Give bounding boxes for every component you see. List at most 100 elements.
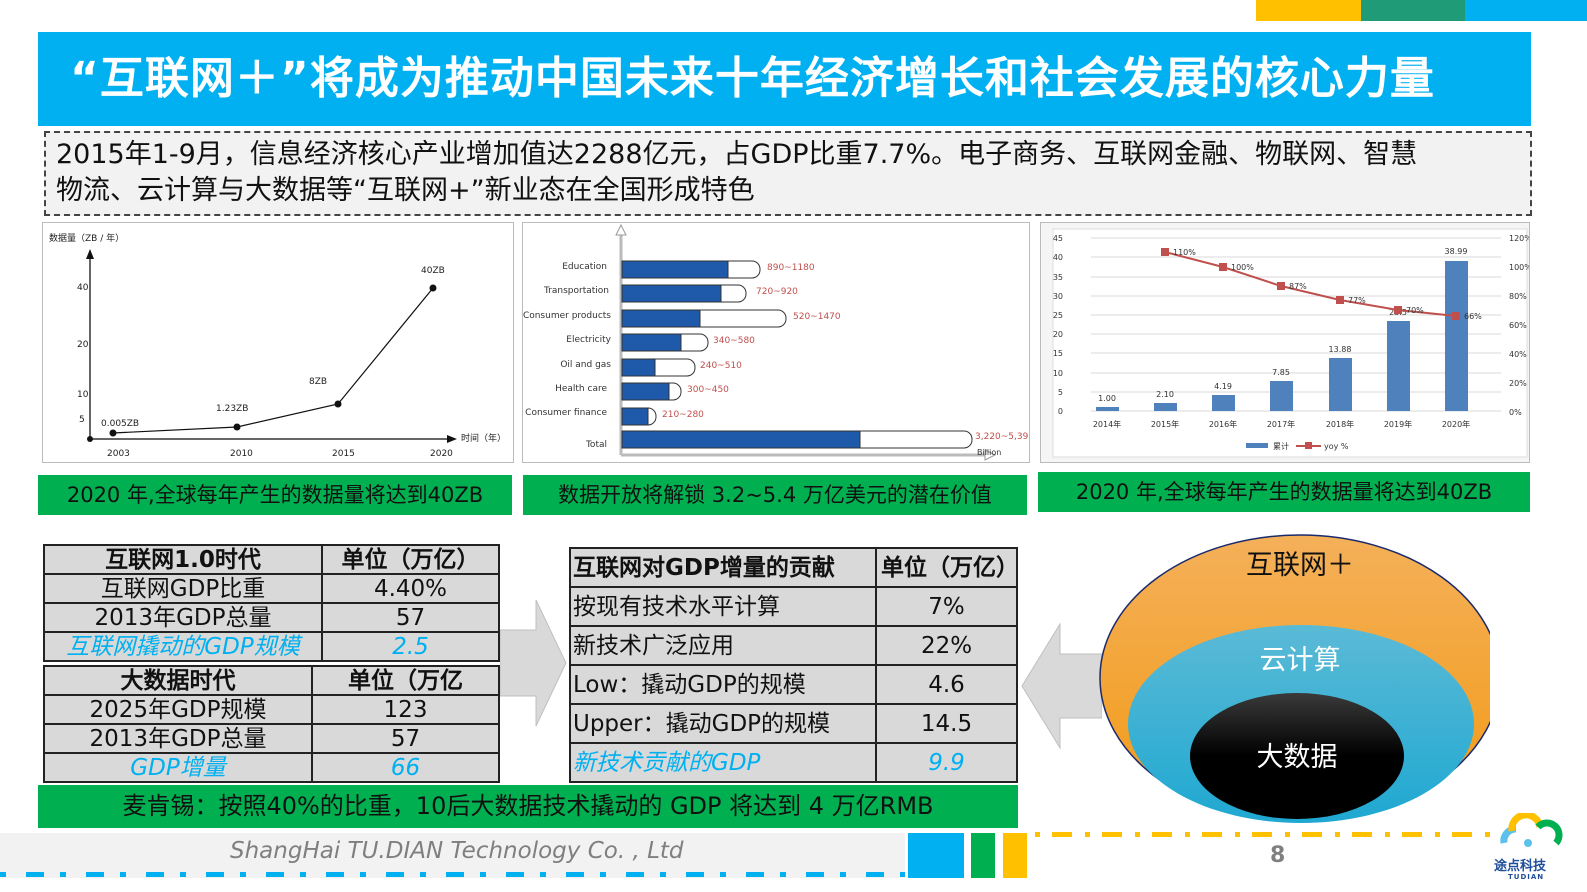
svg-text:5: 5: [79, 415, 85, 425]
caption-data-volume: 2020 年,全球每年产生的数据量将达到40ZB: [38, 475, 512, 515]
svg-text:Health care: Health care: [555, 384, 607, 394]
table-row: Upper：撬动GDP的规模 14.5: [569, 703, 1018, 744]
slide-title: “互联网＋”将成为推动中国未来十年经济增长和社会发展的核心力量: [38, 32, 1531, 126]
svg-text:2014年: 2014年: [1093, 419, 1121, 429]
footer-block-blue: [908, 833, 964, 878]
top-strip-yellow: [1256, 0, 1361, 21]
svg-text:2019年: 2019年: [1384, 419, 1412, 429]
diagram-outer-label: 互联网＋: [1246, 550, 1354, 581]
svg-text:70%: 70%: [1406, 306, 1424, 315]
svg-text:20%: 20%: [1509, 379, 1527, 388]
svg-text:2003: 2003: [107, 449, 130, 459]
table-row: 互联网GDP比重 4.40%: [43, 573, 500, 604]
table-row: 2013年GDP总量 57: [43, 602, 500, 633]
svg-text:300~450: 300~450: [687, 385, 729, 395]
svg-text:40: 40: [1053, 253, 1063, 262]
x-axis-label: 时间（年）: [461, 432, 506, 444]
svg-text:7.85: 7.85: [1272, 368, 1290, 377]
company-name: ShangHai TU.DIAN Technology Co. , Ltd: [230, 838, 684, 864]
svg-text:35: 35: [1053, 273, 1063, 282]
table-header-row: 大数据时代 单位（万亿: [43, 665, 500, 696]
svg-text:2015: 2015: [332, 449, 355, 459]
top-strip-blue: [1465, 0, 1587, 21]
caption-open-data: 数据开放将解锁 3.2~5.4 万亿美元的潜在价值: [523, 475, 1027, 515]
table-row-highlight: GDP增量 66: [43, 752, 500, 783]
footer-block-yellow: [1003, 833, 1027, 878]
mckinsey-conclusion-band: 麦肯锡：按照40%的比重，10后大数据技术撬动的 GDP 将达到 4 万亿RMB: [38, 785, 1018, 828]
svg-text:2020: 2020: [430, 449, 453, 459]
nested-ellipse-diagram: 互联网＋ 云计算 大数据: [1090, 528, 1501, 823]
svg-text:20: 20: [77, 340, 89, 350]
diagram-middle-label: 云计算: [1260, 645, 1341, 676]
svg-text:0.005ZB: 0.005ZB: [101, 419, 139, 429]
table-row: 2013年GDP总量 57: [43, 723, 500, 754]
svg-text:2018年: 2018年: [1326, 419, 1354, 429]
svg-text:77%: 77%: [1348, 296, 1366, 305]
svg-text:340~580: 340~580: [713, 336, 755, 346]
footer-dash-line-yellow: [1035, 832, 1490, 837]
arrow-left-icon: [1020, 622, 1102, 750]
svg-text:2015年: 2015年: [1151, 419, 1179, 429]
svg-text:520~1470: 520~1470: [793, 312, 841, 322]
svg-text:5: 5: [1058, 388, 1063, 397]
svg-text:45: 45: [1053, 234, 1063, 243]
svg-text:100%: 100%: [1509, 263, 1529, 272]
svg-text:4.19: 4.19: [1214, 382, 1232, 391]
svg-text:8ZB: 8ZB: [309, 377, 327, 387]
svg-text:15: 15: [1053, 349, 1063, 358]
svg-text:Consumer finance: Consumer finance: [525, 408, 607, 418]
svg-text:Electricity: Electricity: [566, 335, 611, 345]
svg-text:240~510: 240~510: [700, 361, 742, 371]
svg-text:2.10: 2.10: [1156, 390, 1174, 399]
svg-text:40%: 40%: [1509, 350, 1527, 359]
table-row-highlight: 互联网撬动的GDP规模 2.5: [43, 631, 500, 662]
svg-text:Education: Education: [562, 262, 607, 272]
svg-text:Consumer products: Consumer products: [523, 311, 611, 321]
svg-text:110%: 110%: [1173, 248, 1196, 257]
svg-text:Transportation: Transportation: [543, 286, 609, 296]
svg-text:Total: Total: [585, 440, 607, 450]
svg-text:890~1180: 890~1180: [767, 263, 815, 273]
open-data-value-bar-chart: Education Transportation Consumer produc…: [522, 222, 1034, 463]
svg-text:10: 10: [77, 390, 89, 400]
svg-text:2020年: 2020年: [1442, 419, 1470, 429]
footer-background: [0, 833, 905, 878]
svg-text:38.99: 38.99: [1445, 247, 1468, 256]
svg-text:66%: 66%: [1464, 312, 1482, 321]
svg-text:210~280: 210~280: [662, 410, 704, 420]
table-row: 按现有技术水平计算 7%: [569, 586, 1018, 627]
cumulative-yoy-combo-chart: 45 40 35 30 25 20 15 10 5 0 120% 100% 80…: [1040, 222, 1532, 463]
intro-text-box: 2015年1-9月，信息经济核心产业增加值达2288亿元，占GDP比重7.7%。…: [44, 131, 1532, 216]
logo-text-en: TUDIAN: [1508, 873, 1545, 881]
table-row: Low：撬动GDP的规模 4.6: [569, 664, 1018, 705]
page-number: 8: [1270, 843, 1286, 868]
svg-text:80%: 80%: [1509, 292, 1527, 301]
footer-block-green: [971, 833, 995, 878]
svg-text:87%: 87%: [1289, 282, 1307, 291]
y-axis-label: 数据量（ZB / 年）: [49, 232, 124, 244]
svg-text:3,220~5,390: 3,220~5,390: [975, 432, 1029, 442]
table-header-row: 互联网对GDP增量的贡献 单位（万亿）: [569, 547, 1019, 588]
data-volume-line-chart: 数据量（ZB / 年） 时间（年） 40 20 10 5 2003 2010 2…: [42, 222, 514, 463]
svg-text:10: 10: [1053, 369, 1063, 378]
svg-text:120%: 120%: [1509, 234, 1529, 243]
tudian-logo-icon: [1494, 811, 1564, 857]
svg-text:1.00: 1.00: [1098, 394, 1116, 403]
table-row: 2025年GDP规模 123: [43, 694, 500, 725]
legend-yoy: yoy %: [1324, 442, 1349, 451]
footer-dash-line-blue: [0, 872, 905, 877]
svg-text:Oil and gas: Oil and gas: [560, 360, 611, 370]
top-strip-green: [1361, 0, 1465, 21]
svg-text:60%: 60%: [1509, 321, 1527, 330]
table-header-row: 互联网1.0时代 单位（万亿）: [43, 544, 500, 575]
intro-line-1: 2015年1-9月，信息经济核心产业增加值达2288亿元，占GDP比重7.7%。…: [56, 139, 1418, 170]
svg-text:100%: 100%: [1231, 263, 1254, 272]
svg-text:40: 40: [77, 283, 89, 293]
gdp-contribution-table: 互联网对GDP增量的贡献 单位（万亿） 按现有技术水平计算 7% 新技术广泛应用…: [569, 547, 1019, 783]
legend-cumulative: 累计: [1273, 441, 1289, 451]
svg-text:2010: 2010: [230, 449, 253, 459]
table-row-highlight: 新技术贡献的GDP 9.9: [569, 742, 1018, 783]
arrow-right-icon: [500, 598, 568, 728]
svg-text:1.23ZB: 1.23ZB: [216, 404, 248, 414]
big-data-era-table: 大数据时代 单位（万亿 2025年GDP规模 123 2013年GDP总量 57…: [43, 665, 500, 783]
